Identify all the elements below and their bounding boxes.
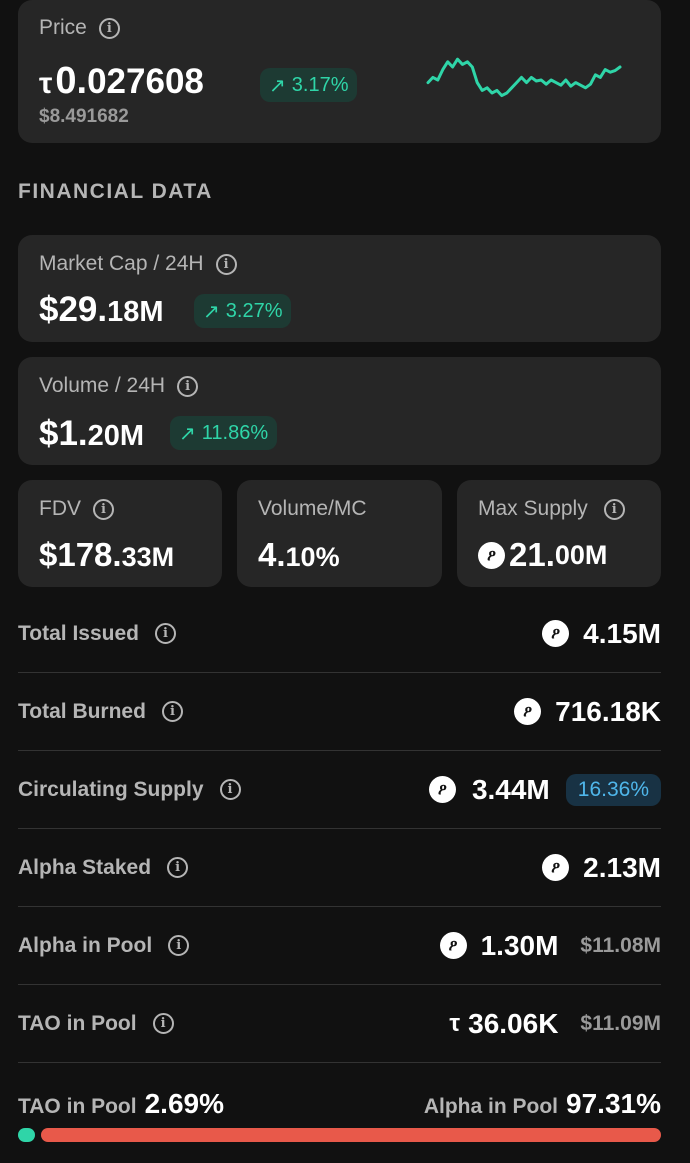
info-icon[interactable]: i xyxy=(215,253,237,275)
pool-tao-label: TAO in Pool xyxy=(18,1095,137,1118)
info-icon[interactable]: i xyxy=(168,935,190,956)
arrow-up-right-icon: ↗ xyxy=(179,422,196,445)
volume-mc-value: 4. 10% xyxy=(258,536,340,573)
price-sparkline xyxy=(426,57,622,98)
pool-alpha-segment xyxy=(41,1128,661,1142)
info-icon[interactable]: i xyxy=(603,498,625,520)
info-icon[interactable]: i xyxy=(219,779,241,800)
volume-card: Volume / 24H i $1. 20M ↗ 11.86% xyxy=(18,357,661,465)
fdv-label: FDV xyxy=(39,497,81,520)
pool-tao-segment xyxy=(18,1128,36,1142)
section-title: FINANCIAL DATA xyxy=(18,180,213,203)
alpha-token-icon: ዖ xyxy=(514,698,542,725)
row-circulating-supply: Circulating Supply i ዖ 3.44M 16.36% xyxy=(18,751,661,829)
price-label: Price xyxy=(39,16,87,39)
max-supply-card: Max Supply i ዖ 21. 00M xyxy=(457,480,661,587)
info-icon[interactable]: i xyxy=(154,623,176,644)
alpha-in-pool-value: 1.30M xyxy=(480,929,559,961)
total-issued-value: 4.15M xyxy=(583,617,661,649)
tao-symbol: τ xyxy=(449,1009,461,1037)
info-icon[interactable]: i xyxy=(152,1013,174,1034)
row-total-burned: Total Burned i ዖ 716.18K xyxy=(18,673,661,751)
info-icon[interactable]: i xyxy=(161,701,183,722)
price-usd: $8.491682 xyxy=(39,106,129,127)
row-tao-in-pool: TAO in Pool i τ 36.06K $11.09M xyxy=(18,985,661,1063)
circulating-supply-value: 3.44M xyxy=(471,773,550,805)
pool-tao-percent: 2.69% xyxy=(144,1088,225,1119)
row-total-issued: Total Issued i ዖ 4.15M xyxy=(18,595,661,673)
tao-in-pool-usd: $11.09M xyxy=(580,1011,661,1035)
row-alpha-staked: Alpha Staked i ዖ 2.13M xyxy=(18,829,661,907)
price-label-row: Price i xyxy=(39,16,120,40)
row-alpha-in-pool: Alpha in Pool i ዖ 1.30M $11.08M xyxy=(18,907,661,985)
volume-change-badge: ↗ 11.86% xyxy=(170,416,278,450)
volume-mc-label: Volume/MC xyxy=(258,497,367,520)
market-cap-label: Market Cap / 24H xyxy=(39,252,204,275)
volume-value: $1. 20M xyxy=(39,414,145,453)
max-supply-label: Max Supply xyxy=(478,497,588,520)
info-icon[interactable]: i xyxy=(93,498,114,520)
total-burned-value: 716.18K xyxy=(555,695,661,727)
info-icon[interactable]: i xyxy=(177,375,199,397)
tao-symbol: τ xyxy=(39,67,53,100)
arrow-up-right-icon: ↗ xyxy=(203,300,220,323)
arrow-up-right-icon: ↗ xyxy=(269,74,286,97)
market-cap-card: Market Cap / 24H i $29. 18M ↗ 3.27% xyxy=(18,235,661,342)
tao-in-pool-value: 36.06K xyxy=(468,1007,559,1039)
info-icon[interactable]: i xyxy=(98,17,120,39)
alpha-in-pool-usd: $11.08M xyxy=(580,933,661,957)
price-change-badge: ↗ 3.17% xyxy=(260,68,358,102)
pool-alpha-percent: 97.31% xyxy=(566,1088,661,1119)
max-supply-value: ዖ 21. 00M xyxy=(478,536,607,574)
alpha-staked-value: 2.13M xyxy=(583,851,661,883)
pool-alpha-label: Alpha in Pool xyxy=(423,1095,559,1118)
alpha-token-icon: ዖ xyxy=(439,932,467,959)
volume-mc-card: Volume/MC 4. 10% xyxy=(237,480,442,587)
price-value: τ 0. 027608 xyxy=(39,60,204,102)
pool-split-bar xyxy=(18,1128,661,1142)
circulating-percent-badge: 16.36% xyxy=(565,773,661,806)
alpha-token-icon: ዖ xyxy=(542,854,570,881)
alpha-token-icon: ዖ xyxy=(542,620,570,647)
alpha-token-icon: ዖ xyxy=(428,776,456,803)
fdv-card: FDV i $178. 33M xyxy=(18,480,222,587)
info-icon[interactable]: i xyxy=(167,857,189,878)
fdv-value: $178. 33M xyxy=(39,536,175,573)
market-cap-value: $29. 18M xyxy=(39,290,164,329)
pool-split-labels: TAO in Pool 2.69% Alpha in Pool 97.31% xyxy=(18,1088,661,1120)
market-cap-change-badge: ↗ 3.27% xyxy=(194,294,292,328)
alpha-token-icon: ዖ xyxy=(478,541,505,569)
volume-label: Volume / 24H xyxy=(39,374,166,397)
price-card: Price i τ 0. 027608 ↗ 3.17% $8.491682 xyxy=(18,0,661,143)
